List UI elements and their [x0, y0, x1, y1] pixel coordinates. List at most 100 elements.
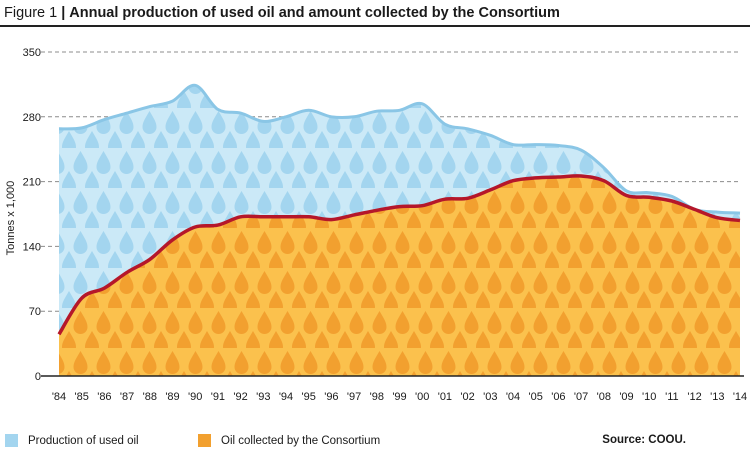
collected-point: [352, 213, 356, 217]
figure-title: Annual production of used oil and amount…: [69, 5, 560, 21]
production-point: [738, 211, 742, 215]
production-point: [625, 189, 629, 193]
collected-point: [375, 208, 379, 212]
x-tick-label: '93: [256, 391, 270, 403]
collected-point: [511, 179, 515, 183]
x-tick-label: '91: [211, 391, 225, 403]
x-tick-label: '03: [483, 391, 497, 403]
production-point: [602, 166, 606, 170]
x-tick-label: '08: [597, 391, 611, 403]
x-tick-label: '88: [143, 391, 157, 403]
y-tick-labels: 0 70 140 210 280 350: [23, 47, 41, 383]
x-tick-label: '05: [529, 391, 543, 403]
collected-point: [261, 215, 265, 219]
title-separator: |: [61, 5, 66, 21]
collected-point: [307, 215, 311, 219]
production-point: [534, 143, 538, 147]
collected-area: [59, 175, 740, 376]
production-point: [171, 99, 175, 103]
collected-point: [693, 207, 697, 211]
x-tick-label: '92: [233, 391, 247, 403]
y-tick-label: 0: [35, 371, 41, 383]
collected-point: [171, 238, 175, 242]
production-point: [148, 105, 152, 109]
chart: Tonnes x 1,000 0 70 140 210 280 350 '84 '85 '86…: [5, 47, 747, 403]
legend: Production of used oil Oil collected by …: [0, 428, 750, 458]
y-axis-label: Tonnes x 1,000: [5, 181, 17, 256]
collected-point: [420, 204, 424, 208]
collected-point: [284, 215, 288, 219]
x-tick-label: '10: [642, 391, 656, 403]
x-tick-label: '06: [551, 391, 565, 403]
legend-swatch-collected: [198, 434, 211, 447]
figure-label: Figure 1: [4, 5, 58, 21]
figure-header: Figure 1 | Annual production of used oil a…: [4, 2, 746, 24]
collected-point: [579, 174, 583, 178]
production-point: [511, 143, 515, 147]
collected-point: [125, 270, 129, 274]
collected-point: [488, 188, 492, 192]
x-tick-label: '12: [687, 391, 701, 403]
y-tick-label: 140: [23, 241, 41, 253]
x-tick-label: '97: [347, 391, 361, 403]
collected-point: [329, 218, 333, 222]
collected-point: [602, 179, 606, 183]
collected-point: [193, 225, 197, 229]
collected-point: [534, 176, 538, 180]
production-line: [58, 83, 741, 215]
production-point: [443, 122, 447, 126]
legend-item-collected: Oil collected by the Consortium: [198, 434, 380, 447]
collected-point: [647, 195, 651, 199]
collected-point: [148, 257, 152, 261]
collected-point: [715, 216, 719, 220]
production-point: [80, 126, 84, 130]
x-tick-label: '94: [279, 391, 293, 403]
collected-point: [670, 199, 674, 203]
production-point: [57, 127, 61, 131]
x-tick-label: '95: [302, 391, 316, 403]
collected-point: [216, 223, 220, 227]
production-point: [670, 194, 674, 198]
production-point: [193, 83, 197, 87]
production-point: [284, 115, 288, 119]
production-point: [261, 119, 265, 123]
collected-point: [443, 197, 447, 201]
production-point: [488, 133, 492, 137]
collected-point: [102, 286, 106, 290]
collected-point: [398, 205, 402, 209]
y-tick-label: 350: [23, 47, 41, 59]
production-point: [375, 109, 379, 113]
source-note: Source: COOU.: [602, 434, 686, 446]
production-point: [216, 107, 220, 111]
x-tick-label: '85: [75, 391, 89, 403]
production-point: [329, 115, 333, 119]
x-tick-labels: '84 '85 '86 '87 '88 '89 '90 '91 '92 '93 '94 '95 '96 '…: [52, 391, 747, 403]
header-rule: [0, 25, 750, 27]
production-point: [579, 148, 583, 152]
x-tick-label: '96: [324, 391, 338, 403]
production-point: [307, 108, 311, 112]
x-tick-label: '84: [52, 391, 66, 403]
production-point: [556, 143, 560, 147]
x-tick-label: '98: [370, 391, 384, 403]
x-tick-label: '14: [733, 391, 747, 403]
x-tick-label: '07: [574, 391, 588, 403]
production-point: [715, 210, 719, 214]
collected-point: [466, 196, 470, 200]
x-tick-label: '13: [710, 391, 724, 403]
x-tick-label: '11: [665, 391, 679, 403]
x-tick-label: '09: [619, 391, 633, 403]
x-tick-label: '89: [165, 391, 179, 403]
legend-item-production: Production of used oil: [5, 434, 139, 447]
y-tick-label: 210: [23, 177, 41, 189]
legend-label-production: Production of used oil: [28, 434, 139, 447]
x-tick-label: '02: [460, 391, 474, 403]
production-point: [125, 111, 129, 115]
production-point: [647, 191, 651, 195]
x-tick-label: '00: [415, 391, 429, 403]
collected-point: [80, 296, 84, 300]
collected-point: [556, 175, 560, 179]
x-tick-label: '90: [188, 391, 202, 403]
collected-point: [239, 215, 243, 219]
x-tick-label: '86: [97, 391, 111, 403]
